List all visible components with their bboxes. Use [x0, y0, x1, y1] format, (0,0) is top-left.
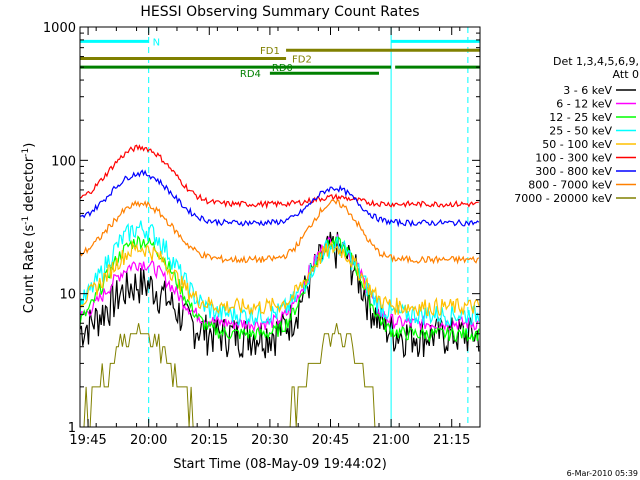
legend-label-1: 6 - 12 keV	[556, 98, 612, 111]
legend-header-detectors: Det 1,3,4,5,6,9,	[553, 55, 639, 68]
series-line-5	[79, 144, 479, 210]
y-axis-label: Count Rate (s-1 detector-1)	[21, 143, 37, 314]
legend-label-6: 300 - 800 keV	[535, 165, 612, 178]
x-tick-label-5: 21:00	[372, 433, 409, 448]
series-12-25kev	[79, 235, 480, 343]
x-tick-label-2: 20:15	[191, 433, 228, 448]
series-300-800kev	[79, 169, 480, 228]
flag-label-rd0: RD0	[272, 63, 293, 74]
chart-title: HESSI Observing Summary Count Rates	[140, 4, 419, 20]
y-tick-label-0: 1	[68, 421, 76, 436]
legend-label-5: 100 - 300 keV	[535, 152, 612, 165]
x-tick-label-3: 20:30	[251, 433, 288, 448]
series-6-12kev	[79, 234, 479, 333]
footer-date: 6-Mar-2010 05:39	[567, 469, 638, 478]
legend-label-4: 50 - 100 keV	[542, 138, 612, 151]
x-tick-label-1: 20:00	[130, 433, 167, 448]
series-50-100kev	[79, 240, 480, 317]
series-line-7	[79, 199, 480, 265]
legend-label-8: 7000 - 20000 keV	[514, 192, 612, 205]
legend-label-2: 12 - 25 keV	[549, 111, 612, 124]
x-axis-label: Start Time (08-May-09 19:44:02)	[173, 457, 387, 472]
legend-label-7: 800 - 7000 keV	[528, 179, 612, 192]
plot-frame	[79, 26, 481, 428]
x-tick-label-4: 20:45	[312, 433, 349, 448]
x-tick-label-6: 21:15	[433, 433, 470, 448]
series-layer	[79, 144, 480, 428]
legend-label-3: 25 - 50 keV	[549, 125, 612, 138]
series-line-1	[79, 234, 479, 333]
series-800-7000kev	[79, 199, 480, 265]
series-100-300kev	[79, 144, 479, 210]
series-line-6	[79, 169, 480, 228]
y-tick-label-1: 10	[59, 288, 76, 303]
legend-header-attenuator: Att 0	[613, 68, 639, 81]
legend-label-0: 3 - 6 keV	[563, 84, 612, 97]
x-tick-label-0: 19:45	[69, 433, 106, 448]
y-tick-label-3: 1000	[43, 21, 76, 36]
flag-label-fd2: FD2	[292, 55, 312, 66]
flag-label-rd4: RD4	[240, 69, 261, 80]
series-line-2	[79, 235, 480, 343]
series-line-4	[79, 240, 480, 317]
flag-label-fd1: FD1	[260, 46, 280, 57]
series-3-6kev	[79, 231, 480, 359]
series-line-0	[79, 231, 480, 359]
y-tick-label-2: 100	[51, 154, 76, 169]
flag-label-n: N	[153, 37, 160, 48]
axes-layer: 1 10 100 1000 19:45 20:00 20:15 20:30 20:45 21:00…	[43, 21, 481, 448]
